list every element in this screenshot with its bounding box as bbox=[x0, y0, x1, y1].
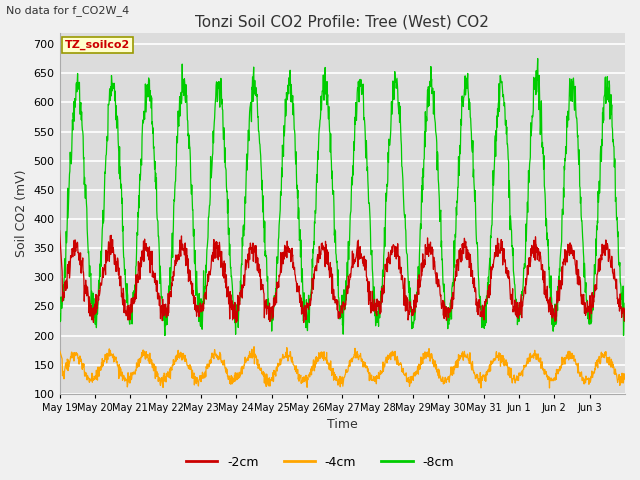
Y-axis label: Soil CO2 (mV): Soil CO2 (mV) bbox=[15, 169, 28, 257]
Legend: -2cm, -4cm, -8cm: -2cm, -4cm, -8cm bbox=[181, 451, 459, 474]
Title: Tonzi Soil CO2 Profile: Tree (West) CO2: Tonzi Soil CO2 Profile: Tree (West) CO2 bbox=[195, 15, 489, 30]
Text: No data for f_CO2W_4: No data for f_CO2W_4 bbox=[6, 5, 130, 16]
Text: TZ_soilco2: TZ_soilco2 bbox=[65, 40, 131, 50]
X-axis label: Time: Time bbox=[327, 419, 358, 432]
